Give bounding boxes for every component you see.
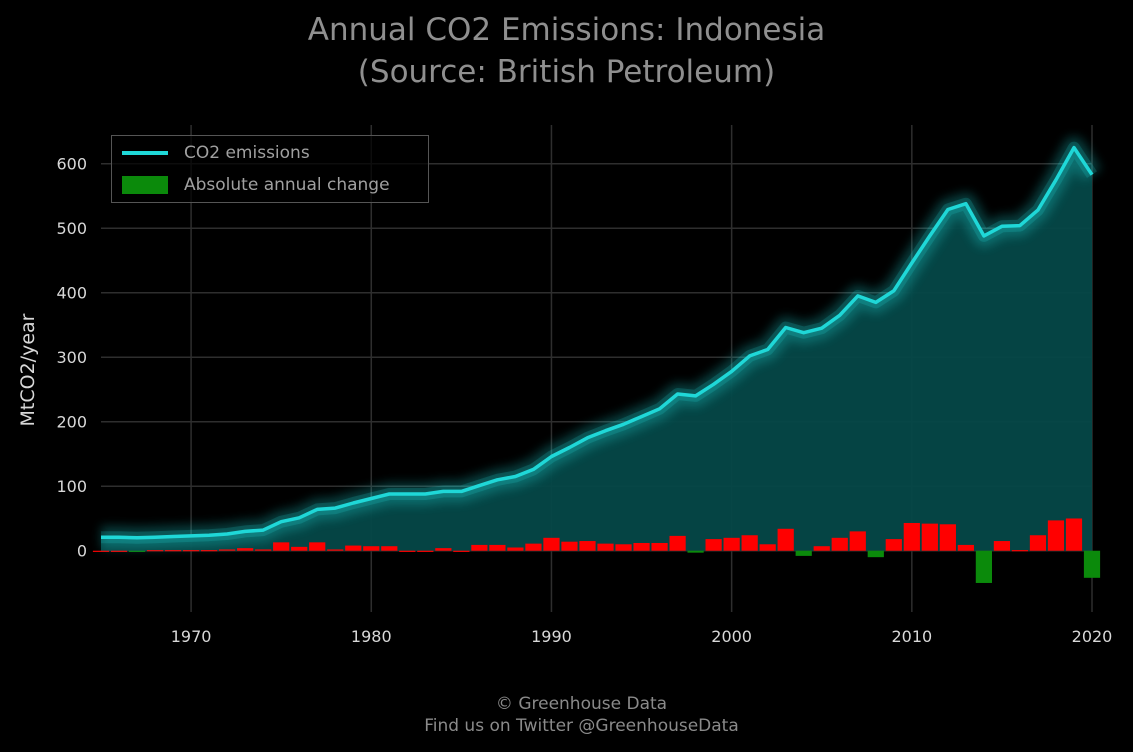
change-bar bbox=[813, 546, 830, 551]
change-bar bbox=[705, 539, 722, 551]
change-bar bbox=[309, 542, 326, 551]
y-tick-label: 600 bbox=[56, 155, 87, 174]
y-tick-label: 300 bbox=[56, 348, 87, 367]
change-bar bbox=[885, 539, 902, 551]
change-bar bbox=[435, 548, 452, 551]
change-bar bbox=[831, 537, 848, 551]
change-bar bbox=[471, 544, 488, 551]
change-bar bbox=[651, 542, 668, 551]
x-tick-label: 1990 bbox=[531, 627, 572, 646]
change-bar bbox=[669, 535, 686, 551]
change-bar bbox=[993, 541, 1011, 551]
change-bar bbox=[543, 537, 560, 551]
change-bar bbox=[146, 550, 164, 552]
change-bar bbox=[1029, 535, 1047, 551]
change-bar bbox=[345, 545, 362, 551]
change-bar bbox=[164, 550, 182, 552]
change-bar bbox=[525, 543, 542, 551]
change-bar bbox=[777, 528, 794, 551]
change-bar bbox=[273, 542, 290, 551]
change-bar bbox=[975, 550, 992, 583]
legend-item-change: Absolute annual change bbox=[112, 172, 390, 198]
change-bar bbox=[417, 550, 434, 552]
x-tick-label: 2000 bbox=[711, 627, 752, 646]
change-bar bbox=[1083, 550, 1101, 578]
change-bar bbox=[507, 547, 524, 551]
change-bar bbox=[381, 546, 398, 551]
change-bar bbox=[759, 544, 776, 551]
y-tick-label: 0 bbox=[77, 542, 87, 561]
change-bar bbox=[849, 531, 866, 551]
y-tick-label: 200 bbox=[56, 413, 87, 432]
footer-twitter: Find us on Twitter @GreenhouseData bbox=[424, 716, 739, 736]
change-bar bbox=[489, 544, 506, 551]
change-bar bbox=[939, 524, 956, 551]
change-bar bbox=[741, 535, 758, 551]
legend: CO2 emissions Absolute annual change bbox=[111, 135, 429, 203]
legend-label-change: Absolute annual change bbox=[184, 175, 390, 195]
change-bar bbox=[723, 537, 740, 551]
change-bar bbox=[795, 550, 812, 556]
change-bar bbox=[1047, 520, 1065, 551]
y-tick-label: 100 bbox=[56, 477, 87, 496]
change-bar bbox=[579, 541, 596, 551]
y-tick-label: 500 bbox=[56, 219, 87, 238]
emissions-area bbox=[101, 147, 1092, 551]
change-bar bbox=[110, 550, 128, 552]
change-bar bbox=[597, 543, 614, 551]
change-bar bbox=[921, 523, 938, 551]
x-tick-label: 1980 bbox=[351, 627, 392, 646]
change-bar bbox=[1011, 550, 1029, 552]
chart-title: Annual CO2 Emissions: Indonesia bbox=[307, 12, 826, 48]
change-bar bbox=[633, 542, 650, 551]
change-bar bbox=[399, 550, 416, 552]
emissions-line bbox=[101, 145, 1094, 540]
change-bar bbox=[92, 550, 110, 552]
change-bar bbox=[128, 550, 146, 552]
x-tick-label: 2020 bbox=[1072, 627, 1113, 646]
change-bar bbox=[182, 550, 200, 552]
change-bar bbox=[867, 550, 884, 558]
change-bar bbox=[957, 544, 974, 551]
change-bar bbox=[201, 550, 218, 552]
change-bar bbox=[615, 544, 632, 551]
legend-line-swatch bbox=[122, 151, 168, 155]
legend-item-emissions: CO2 emissions bbox=[112, 140, 310, 166]
change-bar bbox=[1065, 518, 1083, 551]
x-tick-label: 2010 bbox=[891, 627, 932, 646]
change-bar bbox=[219, 549, 236, 551]
change-bar bbox=[903, 522, 920, 551]
chart-subtitle: (Source: British Petroleum) bbox=[357, 54, 776, 90]
change-bar bbox=[291, 546, 308, 551]
change-bar bbox=[255, 549, 272, 551]
change-bar bbox=[363, 546, 380, 551]
y-tick-label: 400 bbox=[56, 284, 87, 303]
change-bar bbox=[237, 548, 254, 551]
legend-bar-swatch bbox=[122, 176, 168, 194]
legend-label-emissions: CO2 emissions bbox=[184, 143, 310, 163]
change-bar bbox=[561, 541, 578, 551]
change-bar bbox=[687, 550, 704, 553]
x-tick-label: 1970 bbox=[171, 627, 212, 646]
y-axis-title: MtCO2/year bbox=[17, 313, 39, 427]
footer-copyright: © Greenhouse Data bbox=[495, 694, 668, 714]
change-bar bbox=[453, 550, 470, 552]
change-bar bbox=[327, 549, 344, 551]
